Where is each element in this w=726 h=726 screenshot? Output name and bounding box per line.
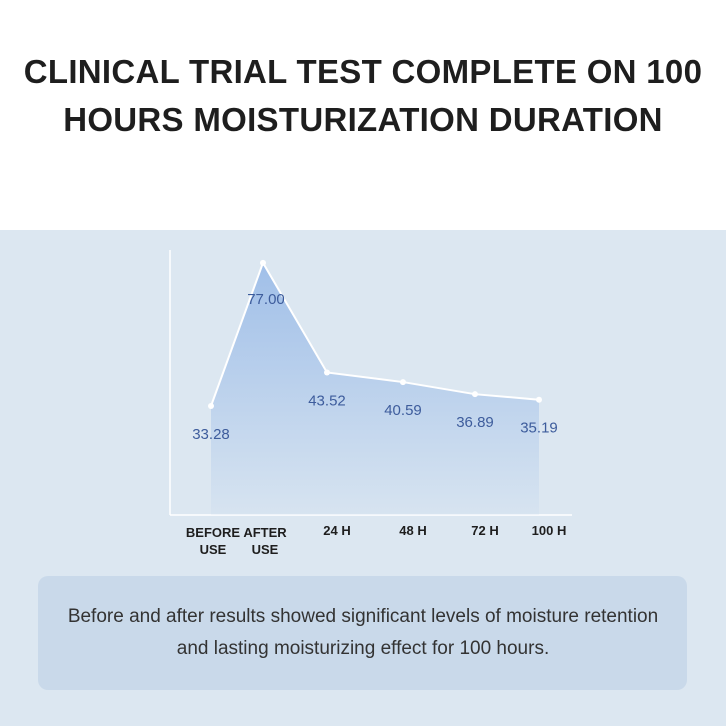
value-label: 35.19 <box>520 420 558 437</box>
point <box>260 259 266 266</box>
caption: Before and after results showed signific… <box>67 606 659 659</box>
area <box>211 262 539 515</box>
point <box>324 369 330 376</box>
value-label: 43.52 <box>308 392 346 409</box>
x-tick-label: AFTER USE <box>243 525 287 557</box>
value-label: 77.00 <box>247 291 285 308</box>
caption-box <box>38 576 687 690</box>
x-tick-label: 100 H <box>531 523 567 538</box>
x-tick-label: 48 H <box>399 523 427 538</box>
point <box>536 396 542 403</box>
value-label: 40.59 <box>384 402 422 419</box>
x-tick-label: 72 H <box>471 523 499 538</box>
x-tick-label: BEFORE USE <box>185 525 241 557</box>
value-label: 36.89 <box>456 414 494 431</box>
value-label: 33.28 <box>192 426 230 443</box>
chart-title: CLINICAL TRIAL TEST COMPLETE ON 100 HOUR… <box>23 53 703 138</box>
point <box>400 379 406 386</box>
point <box>208 403 214 410</box>
x-tick-label: 24 H <box>323 523 351 538</box>
line <box>210 260 540 407</box>
point <box>472 391 478 398</box>
